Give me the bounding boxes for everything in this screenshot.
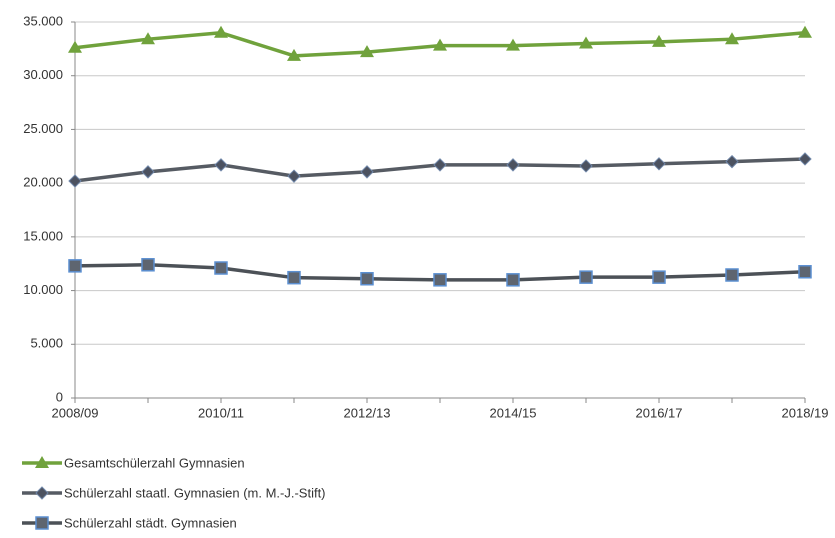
data-point — [725, 154, 739, 169]
x-tick-label: 2016/17 — [636, 405, 683, 420]
y-tick-label: 20.000 — [23, 175, 63, 190]
data-point — [214, 158, 228, 172]
legend-label: Schülerzahl städt. Gymnasien — [64, 515, 237, 530]
x-tick-label: 2018/19 — [782, 405, 829, 420]
data-point — [506, 38, 520, 51]
data-point — [579, 159, 593, 173]
data-point — [506, 158, 520, 172]
data-point — [141, 165, 155, 179]
data-point — [360, 165, 374, 179]
data-point — [579, 36, 593, 49]
data-point — [433, 273, 447, 287]
data-point — [214, 25, 228, 38]
data-point — [506, 273, 520, 287]
data-point — [798, 25, 812, 38]
data-point — [433, 158, 447, 172]
data-point — [652, 270, 666, 284]
x-tick-label: 2014/15 — [490, 405, 537, 420]
data-point — [287, 169, 301, 183]
legend-marker — [35, 516, 49, 530]
data-point — [141, 258, 155, 272]
y-tick-label: 15.000 — [23, 228, 63, 243]
legend-label: Schülerzahl staatl. Gymnasien (m. M.-J.-… — [64, 485, 326, 500]
data-point — [652, 157, 666, 171]
x-tick-label: 2010/11 — [198, 405, 244, 420]
legend-marker — [35, 456, 49, 468]
x-tick-label: 2008/09 — [52, 405, 99, 420]
data-point — [360, 272, 374, 286]
y-tick-label: 30.000 — [23, 67, 63, 82]
y-tick-label: 25.000 — [23, 121, 63, 136]
data-point — [652, 34, 666, 47]
legend-label: Gesamtschülerzahl Gymnasien — [64, 455, 245, 470]
legend-marker — [35, 486, 49, 500]
data-point — [360, 45, 374, 58]
x-tick-label: 2012/13 — [344, 405, 391, 420]
y-tick-label: 0 — [56, 389, 63, 404]
y-tick-label: 35.000 — [23, 13, 63, 28]
data-point — [725, 32, 739, 45]
data-point — [798, 265, 812, 279]
data-point — [68, 40, 82, 53]
data-point — [579, 270, 593, 284]
y-tick-label: 5.000 — [30, 336, 63, 351]
data-point — [68, 174, 82, 188]
data-point — [214, 261, 228, 275]
y-tick-label: 10.000 — [23, 282, 63, 297]
data-point — [798, 152, 812, 166]
data-point — [433, 38, 447, 51]
data-point — [68, 259, 82, 273]
data-point — [287, 270, 301, 285]
data-point — [141, 32, 155, 45]
data-point — [287, 48, 301, 61]
data-point — [725, 268, 739, 282]
